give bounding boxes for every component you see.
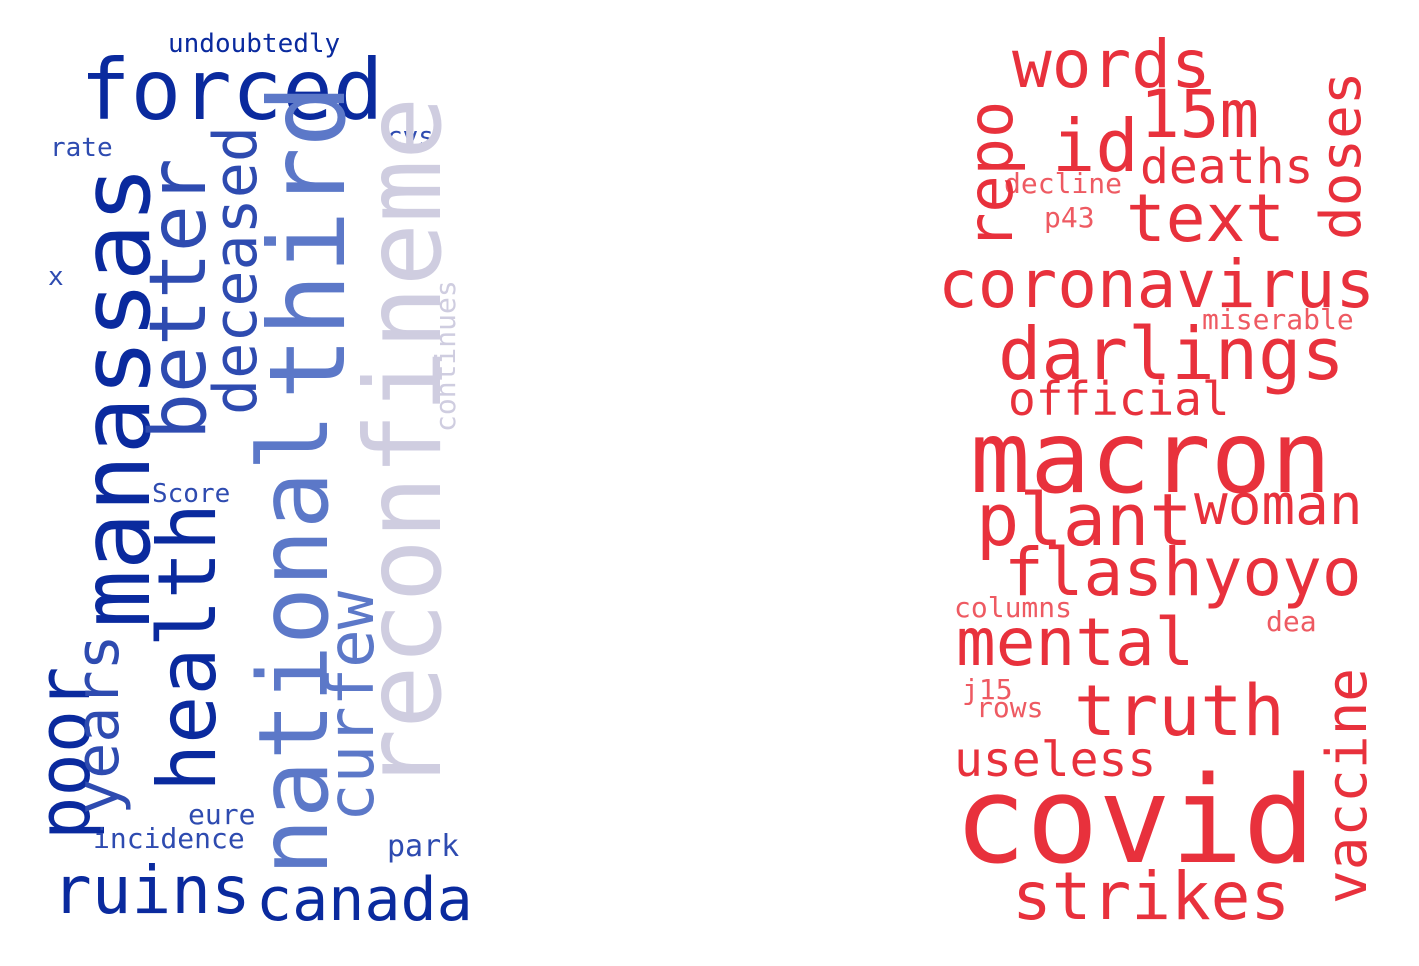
left-word-cloud: forced undoubtedly rate cvs x Score mana… [0,0,520,966]
word-health: health [141,503,234,792]
word-forced: forced [80,41,384,139]
word-j15: j15 [962,673,1013,706]
word-woman: woman [1194,473,1363,538]
word-undoubtedly: undoubtedly [168,29,341,59]
right-word-cloud: words 15m id deaths decline p43 text rep… [900,0,1419,966]
word-truth: truth [1074,670,1285,752]
word-covid: covid [954,752,1316,891]
word-macron: macron [970,399,1332,516]
word-plant: plant [976,478,1193,562]
word-p43: p43 [1044,201,1095,234]
word-cvs: cvs [387,122,434,152]
word-deaths: deaths [1140,139,1314,195]
word-vaccine: vaccine [1315,667,1380,904]
word-mental: mental [956,604,1195,681]
word-darlings: darlings [998,312,1345,396]
word-rows: rows [976,691,1044,724]
word-curfew: curfew [315,590,389,822]
word-columns: columns [954,591,1073,624]
word-text: text [1126,180,1285,257]
word-official: official [1008,372,1230,426]
word-continues: continues [429,280,462,432]
word-years: years [63,634,133,815]
word-words: words [1012,26,1211,103]
word-doses: doses [1309,71,1374,240]
word-canada: canada [256,865,473,935]
word-ruins: ruins [52,852,251,929]
word-eure: eure [188,798,256,831]
word-flashyoyo: flashyoyo [1004,534,1362,611]
word-park: park [387,829,460,864]
word-score: Score [152,479,231,509]
word-miserable: miserable [1202,303,1354,336]
word-repo: repo [954,100,1027,250]
word-rate: rate [50,133,113,163]
word-incidence: incidence [93,822,245,855]
word-decline: decline [1004,167,1123,200]
word-id: id [1052,104,1139,188]
word-15m: 15m [1140,76,1260,153]
word-useless: useless [954,732,1157,788]
word-x: x [48,262,64,292]
word-dea: dea [1266,605,1317,638]
word-coronavirus: coronavirus [938,246,1376,323]
word-strikes: strikes [1012,858,1291,935]
